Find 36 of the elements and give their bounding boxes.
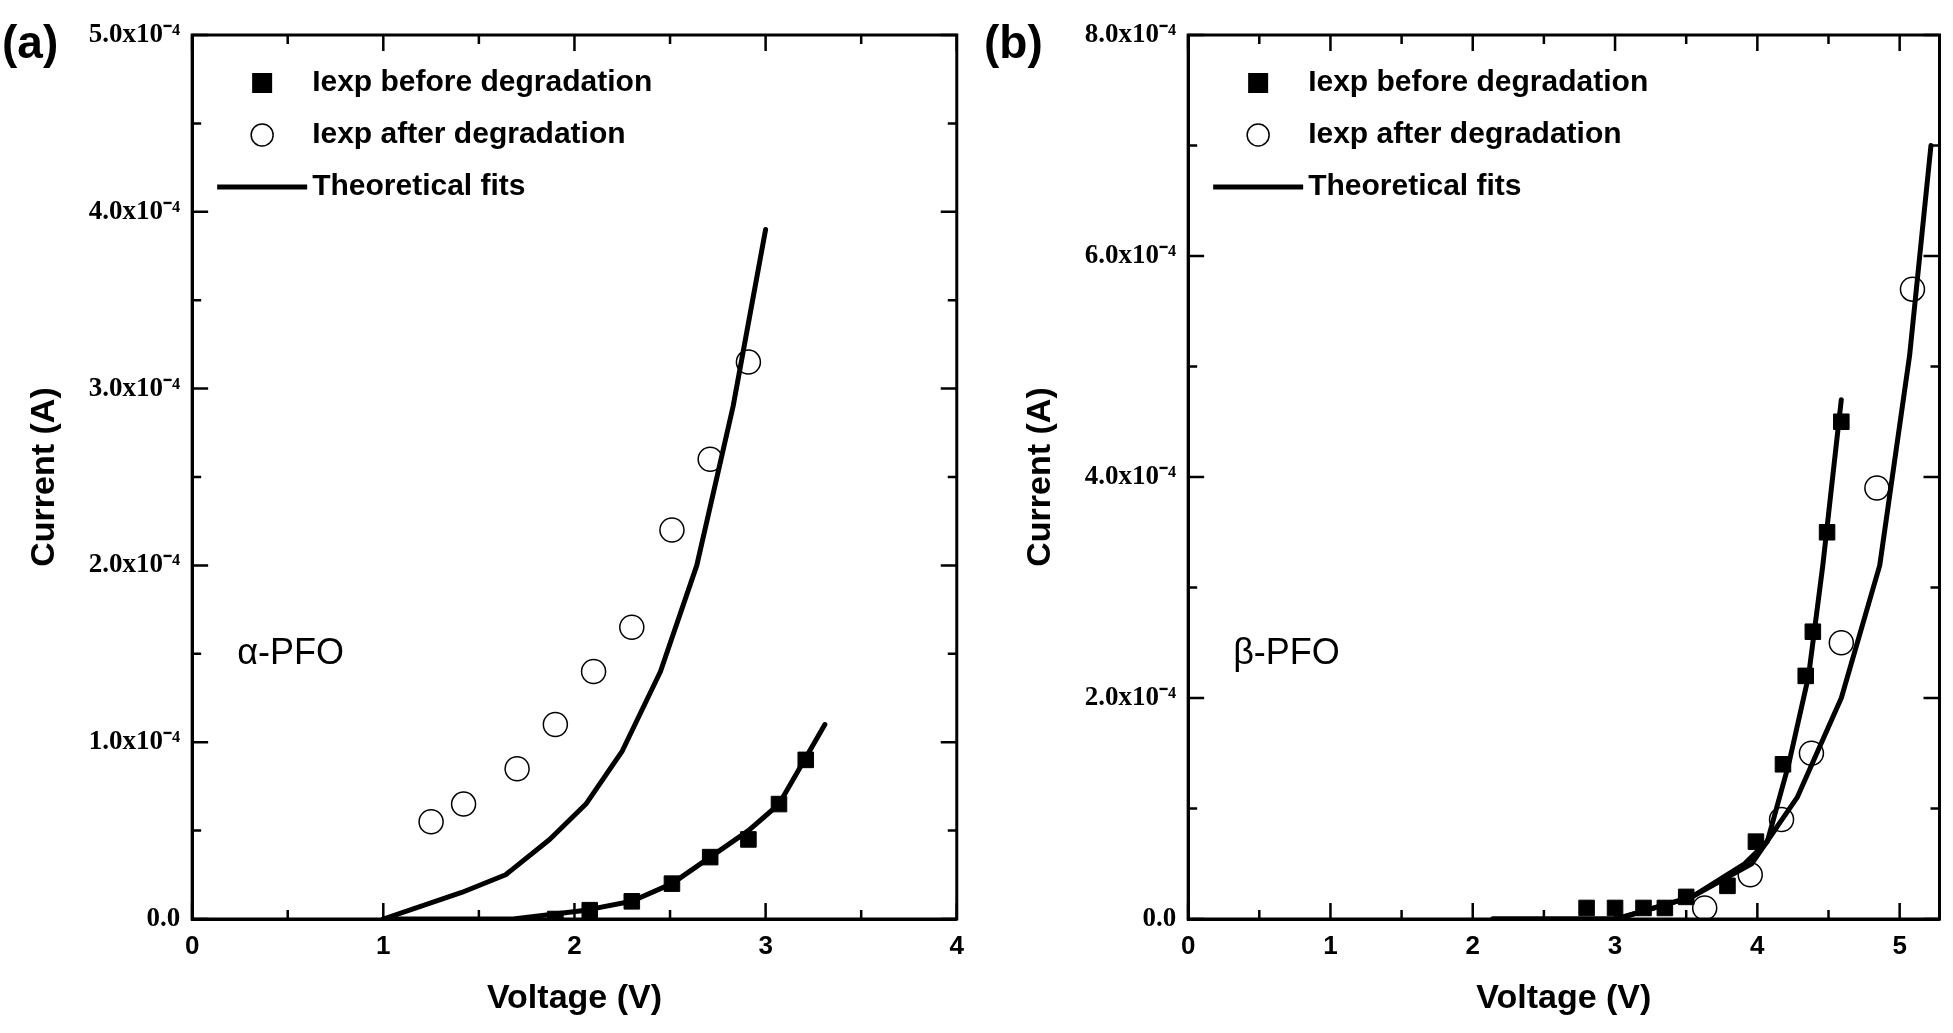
x-tick-label: 4	[949, 929, 965, 960]
x-tick-label: 3	[758, 929, 773, 960]
legend-label: Iexp before degradation	[1308, 64, 1649, 98]
legend-label: Iexp after degradation	[312, 116, 626, 150]
chart-title: (b)	[984, 15, 1043, 68]
x-tick-label: 1	[376, 929, 391, 960]
y-tick-label: 0.0	[146, 901, 181, 932]
x-tick-label: 0	[184, 929, 200, 960]
y-tick-label: 4.0x10⁻⁴	[1084, 459, 1177, 490]
y-tick-label: 5.0x10⁻⁴	[88, 17, 181, 48]
y-tick-label: 3.0x10⁻⁴	[88, 371, 181, 402]
annotation: α-PFO	[237, 630, 344, 672]
x-tick-label: 4	[1750, 929, 1766, 960]
y-tick-label: 0.0	[1142, 901, 1177, 932]
legend-label: Theoretical fits	[312, 168, 526, 202]
chart-title: (a)	[2, 15, 59, 68]
x-tick-label: 2	[567, 929, 582, 960]
x-tick-label: 0	[1180, 929, 1196, 960]
y-axis-title: Current (A)	[1018, 387, 1057, 567]
x-axis-title: Voltage (V)	[1476, 976, 1652, 1015]
legend-label: Iexp before degradation	[312, 64, 653, 98]
y-tick-label: 6.0x10⁻⁴	[1084, 238, 1177, 269]
legend-label: Theoretical fits	[1308, 168, 1522, 202]
x-tick-label: 5	[1892, 929, 1907, 960]
y-tick-label: 8.0x10⁻⁴	[1084, 17, 1177, 48]
y-tick-label: 2.0x10⁻⁴	[1084, 680, 1177, 711]
y-axis-title: Current (A)	[22, 387, 61, 567]
legend-label: Iexp after degradation	[1308, 116, 1622, 150]
y-tick-label: 2.0x10⁻⁴	[88, 548, 181, 579]
x-axis-title: Voltage (V)	[486, 976, 662, 1015]
x-tick-label: 3	[1607, 929, 1623, 960]
y-tick-label: 1.0x10⁻⁴	[88, 725, 181, 756]
y-tick-label: 4.0x10⁻⁴	[88, 194, 181, 225]
annotation: β-PFO	[1233, 630, 1340, 672]
x-tick-label: 2	[1465, 929, 1480, 960]
x-tick-label: 1	[1323, 929, 1338, 960]
